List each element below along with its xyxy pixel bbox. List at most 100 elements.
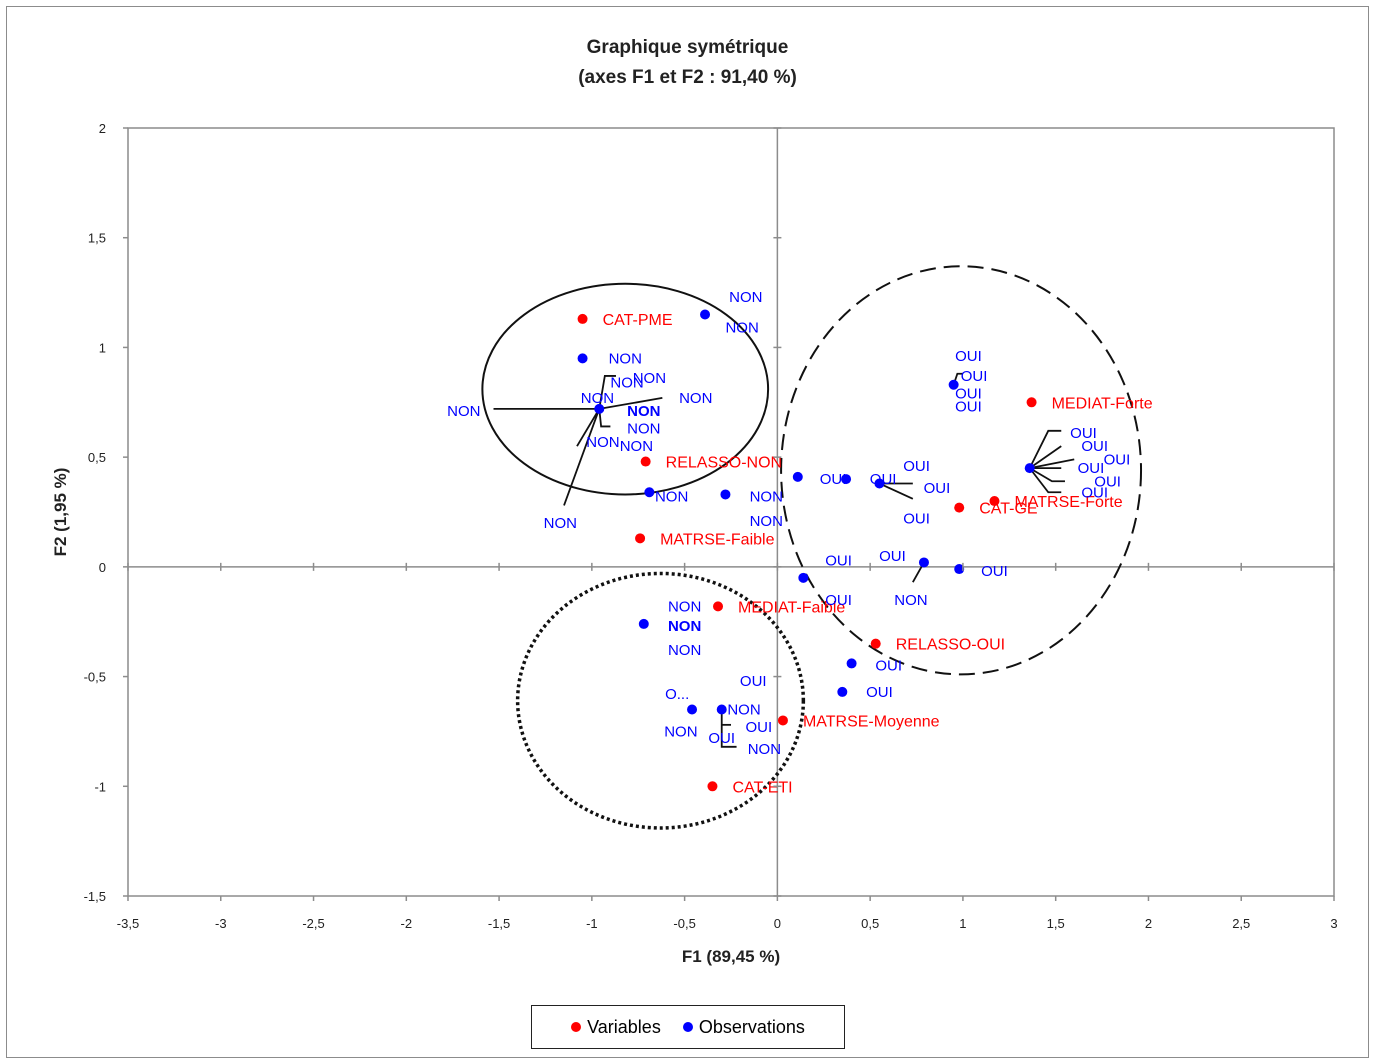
x-tick-label: -1 [586, 916, 598, 931]
observation-label: NON [544, 515, 577, 532]
observation-label: NON [664, 723, 697, 740]
label-leader-lines [493, 372, 1075, 748]
observation-point [638, 618, 649, 629]
x-tick-label: 0,5 [861, 916, 879, 931]
observation-label: NON [679, 390, 712, 407]
observation-point [841, 474, 852, 485]
observation-label: NON [609, 350, 642, 367]
x-tick-label: -1,5 [488, 916, 510, 931]
leader-line [1029, 467, 1065, 483]
y-tick-label: 1,5 [88, 231, 106, 246]
data-points [577, 309, 1037, 792]
x-tick-label: 3 [1330, 916, 1337, 931]
legend-item-observations: Observations [682, 1016, 805, 1038]
observation-point [594, 403, 605, 414]
variable-label: RELASSO-OUI [896, 637, 1005, 654]
ellipse-dashed [780, 265, 1143, 676]
y-tick-label: -1,5 [84, 889, 106, 904]
observation-label: NON [668, 598, 701, 615]
leader-line [576, 408, 601, 447]
variable-label: MATRSE-Faible [660, 531, 774, 548]
chart-title: Graphique symétrique (axes F1 et F2 : 91… [0, 33, 1375, 93]
variable-label: MEDIAT-Faible [738, 599, 845, 616]
x-tick-label: 1 [959, 916, 966, 931]
observation-label: OUI [708, 730, 735, 747]
observation-label: OUI [870, 471, 897, 488]
leader-line [599, 397, 663, 410]
axis-lines [128, 128, 1334, 896]
observation-label: OUI [745, 719, 772, 736]
observation-label: OUI [1078, 460, 1105, 477]
observation-label: OUI [903, 458, 930, 475]
plot-area [127, 127, 1335, 897]
x-axis-label: F1 (89,45 %) [682, 947, 780, 966]
observation-point [846, 658, 857, 669]
leader-line [1029, 467, 1062, 494]
observation-label: NON [750, 513, 783, 530]
observation-label: O... [665, 686, 689, 703]
x-tick-label: -3,5 [117, 916, 139, 931]
y-tick-label: 2 [99, 121, 106, 136]
observation-label: NON [894, 592, 927, 609]
observation-label: NON [668, 618, 701, 635]
x-tick-label: 2,5 [1232, 916, 1250, 931]
chart-title-line-2: (axes F1 et F2 : 91,40 %) [578, 67, 797, 88]
variable-point [640, 456, 651, 467]
observation-label: OUI [955, 348, 982, 365]
x-tick-label: -2,5 [302, 916, 324, 931]
observation-label: OUI [955, 399, 982, 416]
variable-label: MATRSE-Forte [1014, 494, 1122, 511]
observation-label: NON [627, 403, 660, 420]
observation-label: NON [610, 375, 643, 392]
variable-label: MEDIAT-Forte [1052, 395, 1153, 412]
observation-point [954, 564, 965, 575]
observation-label: OUI [1070, 425, 1097, 442]
legend-label-variables: Variables [587, 1016, 661, 1037]
observation-label: OUI [961, 368, 988, 385]
observation-label: NON [748, 741, 781, 758]
observation-label: NON [655, 489, 688, 506]
y-tick-label: -1 [94, 779, 106, 794]
x-tick-label: -3 [215, 916, 227, 931]
y-tick-label: 0,5 [88, 450, 106, 465]
observation-point [687, 704, 698, 715]
observation-point [948, 379, 959, 390]
observation-label: NON [633, 370, 666, 387]
y-tick-label: -0,5 [84, 670, 106, 685]
observation-label: OUI [1104, 451, 1131, 468]
variable-point [777, 715, 788, 726]
observation-point [798, 572, 809, 583]
ellipse-dotted [515, 571, 806, 830]
observation-label: NON [750, 489, 783, 506]
variable-point [954, 502, 965, 513]
leader-line [879, 482, 914, 500]
variable-label: CAT-GE [979, 501, 1037, 518]
observation-label: NON [725, 320, 758, 337]
observation-point [837, 686, 848, 697]
observation-label: OUI [924, 480, 951, 497]
variable-point [989, 496, 1000, 507]
x-tick-label: -0,5 [673, 916, 695, 931]
observation-label: OUI [1081, 484, 1108, 501]
leader-line [598, 375, 616, 410]
observation-point [700, 309, 711, 320]
variable-point [707, 781, 718, 792]
observation-label: OUI [981, 563, 1008, 580]
observation-label: OUI [820, 471, 847, 488]
variable-point [713, 601, 724, 612]
leader-line [563, 408, 601, 506]
variable-label: RELASSO-NON [666, 455, 782, 472]
observation-label: OUI [879, 548, 906, 565]
variable-point [635, 533, 646, 544]
observation-point [874, 478, 885, 489]
leader-line [1029, 458, 1075, 469]
observation-point [716, 704, 727, 715]
observation-point [577, 353, 588, 364]
observation-point [1024, 463, 1035, 474]
observation-label: NON [729, 289, 762, 306]
observation-label: NON [727, 701, 760, 718]
observation-label: NON [447, 403, 480, 420]
legend-label-observations: Observations [698, 1016, 805, 1037]
x-tick-label: -2 [401, 916, 413, 931]
observation-label: OUI [875, 658, 902, 675]
